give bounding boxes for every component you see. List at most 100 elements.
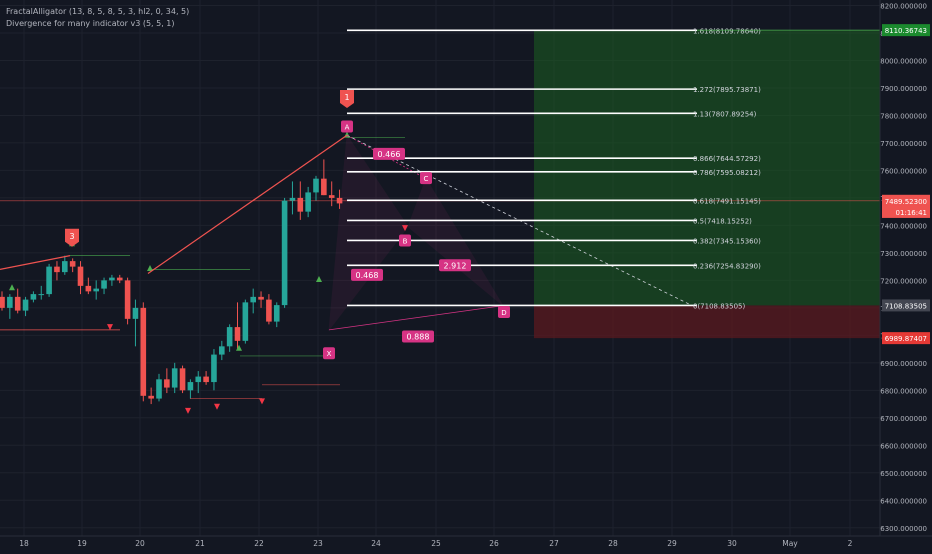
fib-level-label: 0.786(7595.08212)	[693, 169, 761, 177]
price-tag[interactable]	[882, 332, 930, 345]
candle-body[interactable]	[242, 302, 249, 341]
candle-body[interactable]	[297, 197, 304, 212]
candle-body[interactable]	[30, 294, 37, 300]
candle-body[interactable]	[132, 307, 139, 319]
candle-body[interactable]	[14, 296, 21, 311]
price-tag-text: 7489.52300	[885, 198, 927, 206]
candle-body[interactable]	[77, 266, 84, 286]
candle-body[interactable]	[140, 307, 147, 396]
candle-body[interactable]	[164, 379, 170, 388]
fib-level-label: 0.618(7491.15145)	[693, 197, 761, 205]
price-tag[interactable]	[882, 299, 930, 312]
candle-body[interactable]	[38, 294, 45, 296]
time-axis-tick: 24	[371, 539, 381, 548]
legend-divergence[interactable]: Divergence for many indicator v3 (5, 5, …	[6, 19, 175, 28]
candle-body[interactable]	[156, 379, 162, 399]
candle-body[interactable]	[69, 261, 76, 267]
fractal-down-marker	[402, 225, 408, 232]
candle-body[interactable]	[93, 288, 99, 292]
candle-body[interactable]	[211, 354, 217, 383]
pattern-point-label: A	[345, 123, 350, 131]
price-tag[interactable]	[882, 194, 930, 207]
pattern-ratio-text: 0.466	[378, 150, 401, 159]
price-axis-tick: 6900.000000	[880, 360, 927, 368]
candle-body[interactable]	[281, 200, 288, 306]
fib-level-label: 0.866(7644.57292)	[693, 155, 761, 163]
price-axis-tick: 7300.000000	[880, 250, 927, 258]
fib-level-label: 1.272(7895.73871)	[693, 86, 761, 94]
fractal-up-marker	[9, 284, 15, 291]
price-tag[interactable]	[882, 205, 930, 218]
candle-body[interactable]	[289, 197, 296, 201]
candle-body[interactable]	[273, 305, 280, 322]
fractal-tag	[340, 89, 354, 108]
fractal-tag-label: 1	[344, 93, 349, 102]
candle-body[interactable]	[54, 266, 60, 273]
fib-level-label: 0.236(7254.83290)	[693, 262, 761, 270]
pattern-ratio-text: 0.888	[407, 332, 430, 341]
candle-body[interactable]	[62, 261, 68, 273]
fractal-up-marker	[236, 344, 242, 351]
candle-body[interactable]	[313, 178, 319, 193]
time-axis-tick: 22	[254, 539, 264, 548]
price-axis-tick: 7400.000000	[880, 222, 927, 230]
time-axis-tick: 28	[608, 539, 618, 548]
candle-body[interactable]	[219, 346, 225, 355]
candle-body[interactable]	[46, 266, 52, 295]
candle-body[interactable]	[22, 299, 29, 311]
candle-body[interactable]	[109, 277, 115, 281]
candle-body[interactable]	[195, 376, 202, 383]
price-axis-tick: 6800.000000	[880, 387, 927, 395]
price-axis-tick: 6700.000000	[880, 415, 927, 423]
price-tag[interactable]	[882, 24, 930, 37]
candle-body[interactable]	[321, 178, 327, 196]
candle-body[interactable]	[179, 368, 186, 391]
candle-body[interactable]	[266, 299, 272, 322]
pattern-point-label: C	[424, 175, 429, 183]
candle-body[interactable]	[250, 296, 256, 303]
price-axis-tick: 7800.000000	[880, 112, 927, 120]
candle-body[interactable]	[7, 296, 13, 308]
pattern-point-badge	[420, 172, 432, 185]
price-axis-tick: 6500.000000	[880, 470, 927, 478]
pattern-ratio-badge	[351, 268, 383, 281]
time-axis-tick: 19	[77, 539, 87, 548]
candle-body[interactable]	[124, 280, 131, 319]
pattern-point-badge	[341, 120, 353, 133]
candle-body[interactable]	[226, 327, 233, 347]
time-axis-tick: 30	[727, 539, 737, 548]
candle-body[interactable]	[171, 368, 178, 388]
trend-line	[0, 255, 71, 270]
price-axis-tick: 8000.000000	[880, 57, 927, 65]
fib-level-label: 1.13(7807.89254)	[693, 110, 757, 118]
pattern-point-badge	[399, 234, 411, 247]
candle-body[interactable]	[203, 376, 209, 383]
candle-body[interactable]	[258, 296, 264, 300]
pattern-line-xd	[328, 305, 504, 331]
fractal-tag-label: 3	[69, 232, 74, 241]
target-zone	[534, 30, 880, 306]
pattern-triangle-xab	[328, 134, 409, 332]
candle-body[interactable]	[0, 296, 5, 308]
candle-body[interactable]	[101, 280, 107, 289]
candle-body[interactable]	[305, 192, 311, 212]
indicator-legend: FractalAlligator (13, 8, 5, 8, 5, 3, hl2…	[6, 6, 189, 30]
time-axis-tick: 25	[431, 539, 441, 548]
candle-body[interactable]	[85, 285, 92, 292]
candle-body[interactable]	[336, 197, 343, 204]
candle-body[interactable]	[234, 327, 241, 341]
price-axis-tick: 7900.000000	[880, 85, 927, 93]
fractal-down-marker	[214, 403, 220, 410]
pattern-point-badge	[498, 305, 510, 318]
candle-body[interactable]	[148, 395, 154, 399]
time-axis-tick: 29	[667, 539, 677, 548]
legend-fractal-alligator[interactable]: FractalAlligator (13, 8, 5, 8, 5, 3, hl2…	[6, 7, 190, 16]
candle-body[interactable]	[116, 277, 123, 281]
time-axis-tick: 21	[195, 539, 205, 548]
price-axis-tick: 7600.000000	[880, 167, 927, 175]
candle-body[interactable]	[187, 382, 194, 391]
candle-body[interactable]	[328, 195, 335, 198]
price-axis-tick: 7700.000000	[880, 140, 927, 148]
